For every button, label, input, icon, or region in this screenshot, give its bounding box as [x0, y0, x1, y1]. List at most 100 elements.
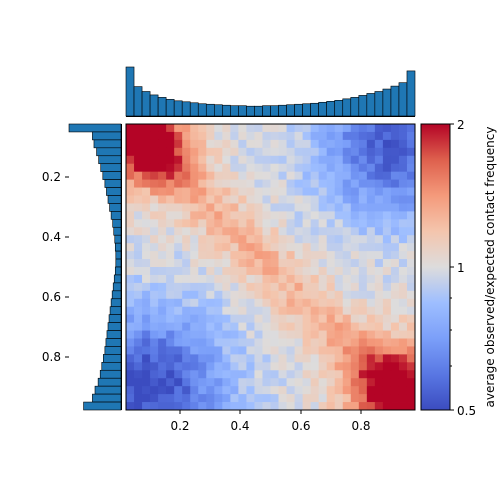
heatmap-cell: [142, 131, 151, 141]
heatmap-cell: [382, 314, 392, 324]
heatmap-cell: [382, 298, 392, 308]
heatmap-cell: [230, 203, 239, 212]
heatmap-cell: [302, 298, 312, 308]
heatmap-cell: [350, 298, 360, 308]
heatmap-frame: [125, 123, 416, 411]
heatmap-cell: [166, 378, 175, 387]
heatmap-cell: [318, 187, 328, 196]
heatmap-cell: [358, 298, 368, 308]
heatmap-cell: [278, 378, 287, 387]
heatmap-cell: [126, 139, 135, 149]
heatmap-cell: [166, 195, 175, 204]
heatmap-cell: [214, 259, 223, 268]
heatmap-cell: [134, 131, 143, 141]
heatmap-cell: [326, 274, 336, 284]
heatmap-cell: [382, 338, 392, 347]
heatmap-cell: [126, 163, 135, 173]
heatmap-cell: [358, 394, 368, 403]
heatmap-cell: [238, 251, 247, 260]
top-histogram-bar: [294, 103, 303, 117]
heatmap-cell: [238, 195, 247, 204]
heatmap-cell: [318, 306, 328, 316]
heatmap-cell: [230, 282, 239, 292]
heatmap-cell: [174, 139, 183, 149]
heatmap-cell: [326, 235, 336, 244]
heatmap-cell: [182, 370, 191, 379]
heatmap-cell: [262, 386, 271, 395]
heatmap-cell: [350, 362, 360, 371]
heatmap-cell: [182, 179, 191, 188]
heatmap-cell: [310, 330, 320, 339]
heatmap-cell: [406, 251, 416, 260]
left-histogram-bar: [94, 385, 122, 395]
heatmap-cell: [142, 386, 151, 395]
heatmap-cell: [398, 298, 408, 308]
heatmap-cell: [174, 259, 183, 268]
heatmap-cell: [182, 314, 191, 324]
heatmap-cell: [126, 378, 135, 387]
heatmap-cell: [222, 139, 231, 149]
heatmap-cell: [270, 354, 279, 363]
left-histogram-bar: [115, 250, 122, 260]
heatmap-cell: [222, 290, 231, 300]
heatmap-cell: [310, 195, 320, 204]
heatmap-cell: [254, 124, 263, 133]
heatmap-cell: [406, 219, 416, 228]
heatmap-cell: [398, 259, 408, 268]
heatmap-cell: [206, 298, 215, 308]
top-marginal-histogram: [125, 66, 416, 117]
heatmap-cell: [182, 362, 191, 371]
heatmap-cell: [174, 235, 183, 244]
heatmap-cell: [310, 274, 320, 284]
heatmap-cell: [238, 179, 247, 188]
heatmap-cell: [254, 139, 263, 149]
heatmap-cell: [302, 330, 312, 339]
heatmap-cell: [406, 147, 416, 157]
left-histogram-bar: [100, 163, 122, 172]
heatmap-cell: [190, 330, 199, 339]
heatmap-cell: [270, 394, 279, 403]
heatmap-cell: [238, 298, 247, 308]
heatmap-cell: [158, 163, 167, 173]
heatmap-cell: [150, 251, 159, 260]
heatmap-cell: [398, 227, 408, 236]
heatmap-cell: [246, 171, 255, 181]
heatmap-cell: [174, 171, 183, 181]
heatmap-cell: [350, 251, 360, 260]
heatmap-cell: [238, 124, 247, 133]
heatmap-cell: [182, 330, 191, 339]
heatmap-cell: [214, 187, 223, 196]
heatmap-cell: [302, 290, 312, 300]
heatmap-cell: [286, 124, 295, 133]
heatmap-cell: [214, 227, 223, 236]
heatmap-cell: [254, 362, 263, 371]
heatmap-cell: [198, 147, 207, 157]
heatmap-cell: [262, 147, 271, 157]
left-histogram-bar: [109, 203, 122, 212]
heatmap-cell: [142, 187, 151, 196]
heatmap-cell: [382, 219, 392, 228]
heatmap-cell: [214, 362, 223, 371]
heatmap-cell: [286, 346, 295, 355]
heatmap-cell: [206, 179, 215, 188]
top-histogram-bar: [366, 93, 376, 117]
heatmap-cell: [302, 314, 312, 324]
heatmap-cell: [126, 259, 135, 268]
heatmap-cell: [134, 155, 143, 165]
heatmap-cell: [286, 187, 295, 196]
heatmap-cell: [254, 155, 263, 165]
heatmap-cell: [334, 330, 344, 339]
heatmap-cell: [350, 243, 360, 252]
heatmap-cell: [166, 282, 175, 292]
heatmap-cell: [134, 346, 143, 355]
heatmap-cell: [166, 187, 175, 196]
heatmap-cell: [206, 124, 215, 133]
heatmap-cell: [406, 378, 416, 387]
heatmap-cell: [358, 124, 368, 133]
heatmap-cell: [326, 282, 336, 292]
heatmap-cell: [390, 306, 400, 316]
heatmap-cell: [278, 147, 287, 157]
heatmap-cell: [366, 314, 376, 324]
heatmap-cell: [342, 171, 352, 181]
heatmap-cell: [382, 131, 392, 141]
